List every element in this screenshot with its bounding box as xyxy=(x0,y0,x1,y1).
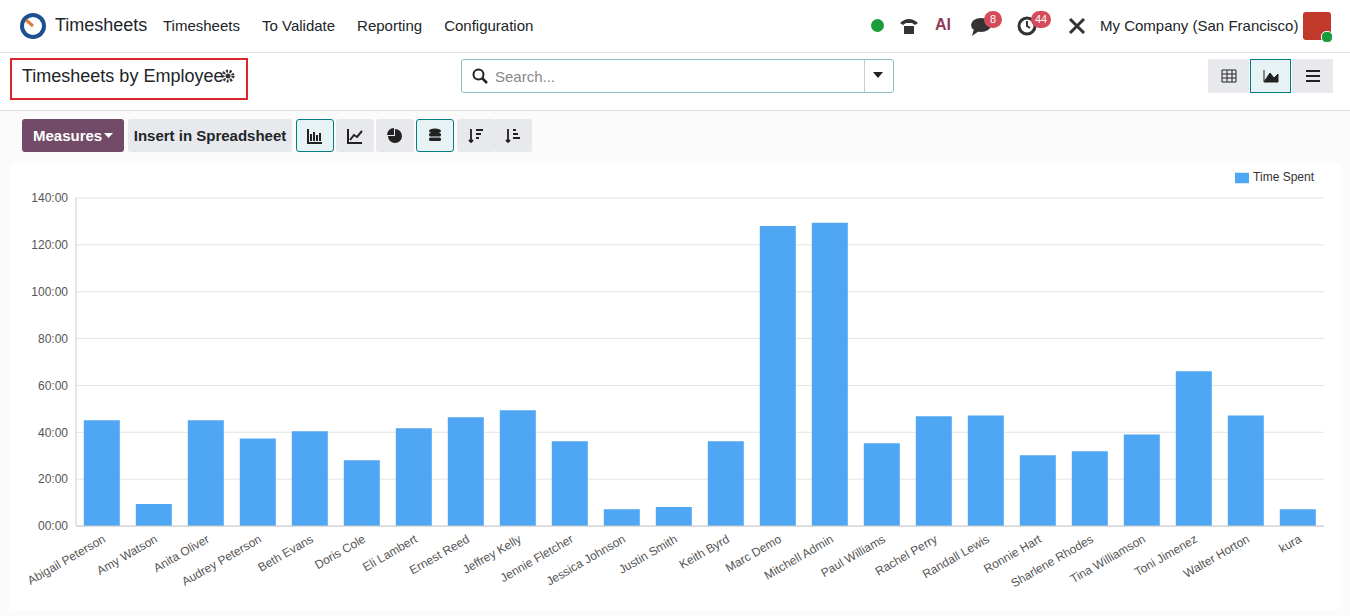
html-text:Insert in Spreadsheet: Insert in Spreadsheet xyxy=(133,127,287,144)
svg-text:Marc Demo: Marc Demo xyxy=(723,531,784,575)
svg-text:Jessica Johnson: Jessica Johnson xyxy=(544,532,628,588)
html-text:To Validate: To Validate xyxy=(262,17,336,34)
svg-text:Walter Horton: Walter Horton xyxy=(1181,532,1252,581)
svg-text:Abigail Peterson: Abigail Peterson xyxy=(25,532,108,588)
svg-text:Audrey Peterson: Audrey Peterson xyxy=(179,532,263,589)
svg-text:Eli Lambert: Eli Lambert xyxy=(360,531,420,575)
html-text:AI: AI xyxy=(935,16,951,33)
html-text:Configuration: Configuration xyxy=(444,17,534,34)
svg-text:Ernest Reed: Ernest Reed xyxy=(407,532,472,577)
svg-text:Paul Williams: Paul Williams xyxy=(818,531,888,580)
html-text:Timesheets: Timesheets xyxy=(55,15,148,35)
svg-text:Randall Lewis: Randall Lewis xyxy=(920,532,992,581)
svg-text:Sharlene Rhodes: Sharlene Rhodes xyxy=(1008,531,1096,591)
svg-text:Tina Williamson: Tina Williamson xyxy=(1068,532,1148,586)
svg-text:Jeffrey Kelly: Jeffrey Kelly xyxy=(460,531,524,577)
svg-text:Anita Oliver: Anita Oliver xyxy=(151,531,212,575)
svg-text:Doris Cole: Doris Cole xyxy=(312,532,368,572)
svg-text:60:00: 60:00 xyxy=(38,379,68,393)
html-text:44: 44 xyxy=(1035,13,1048,25)
svg-text:Toni Jimenez: Toni Jimenez xyxy=(1132,531,1200,579)
html-text:Reporting: Reporting xyxy=(357,17,423,34)
svg-text:80:00: 80:00 xyxy=(38,332,68,346)
svg-text:Ronnie Hart: Ronnie Hart xyxy=(981,531,1044,576)
html-text:Timesheets by Employee: Timesheets by Employee xyxy=(22,66,224,86)
svg-text:120:00: 120:00 xyxy=(31,238,68,252)
svg-text:00:00: 00:00 xyxy=(38,519,68,533)
html-text:Measures: Measures xyxy=(33,127,103,144)
svg-text:Amy Watson: Amy Watson xyxy=(94,532,160,578)
html-text:Time Spent: Time Spent xyxy=(1253,170,1314,184)
svg-text:140:00: 140:00 xyxy=(31,191,68,205)
html-text:8: 8 xyxy=(989,13,997,25)
svg-text:Justin Smith: Justin Smith xyxy=(616,532,680,577)
svg-text:100:00: 100:00 xyxy=(31,285,68,299)
html-text:Search...: Search... xyxy=(495,68,555,85)
svg-text:kura: kura xyxy=(1277,532,1304,556)
svg-text:Beth Evans: Beth Evans xyxy=(256,532,316,575)
svg-text:20:00: 20:00 xyxy=(38,472,68,486)
html-text:Timesheets: Timesheets xyxy=(163,17,240,34)
svg-text:Mitchell Admin: Mitchell Admin xyxy=(761,531,836,583)
svg-text:Jennie Fletcher: Jennie Fletcher xyxy=(497,531,576,585)
svg-text:40:00: 40:00 xyxy=(38,426,68,440)
html-text:My Company (San Francisco): My Company (San Francisco) xyxy=(1100,17,1299,34)
svg-text:Rachel Perry: Rachel Perry xyxy=(872,531,940,579)
svg-text:Keith Byrd: Keith Byrd xyxy=(677,532,732,572)
